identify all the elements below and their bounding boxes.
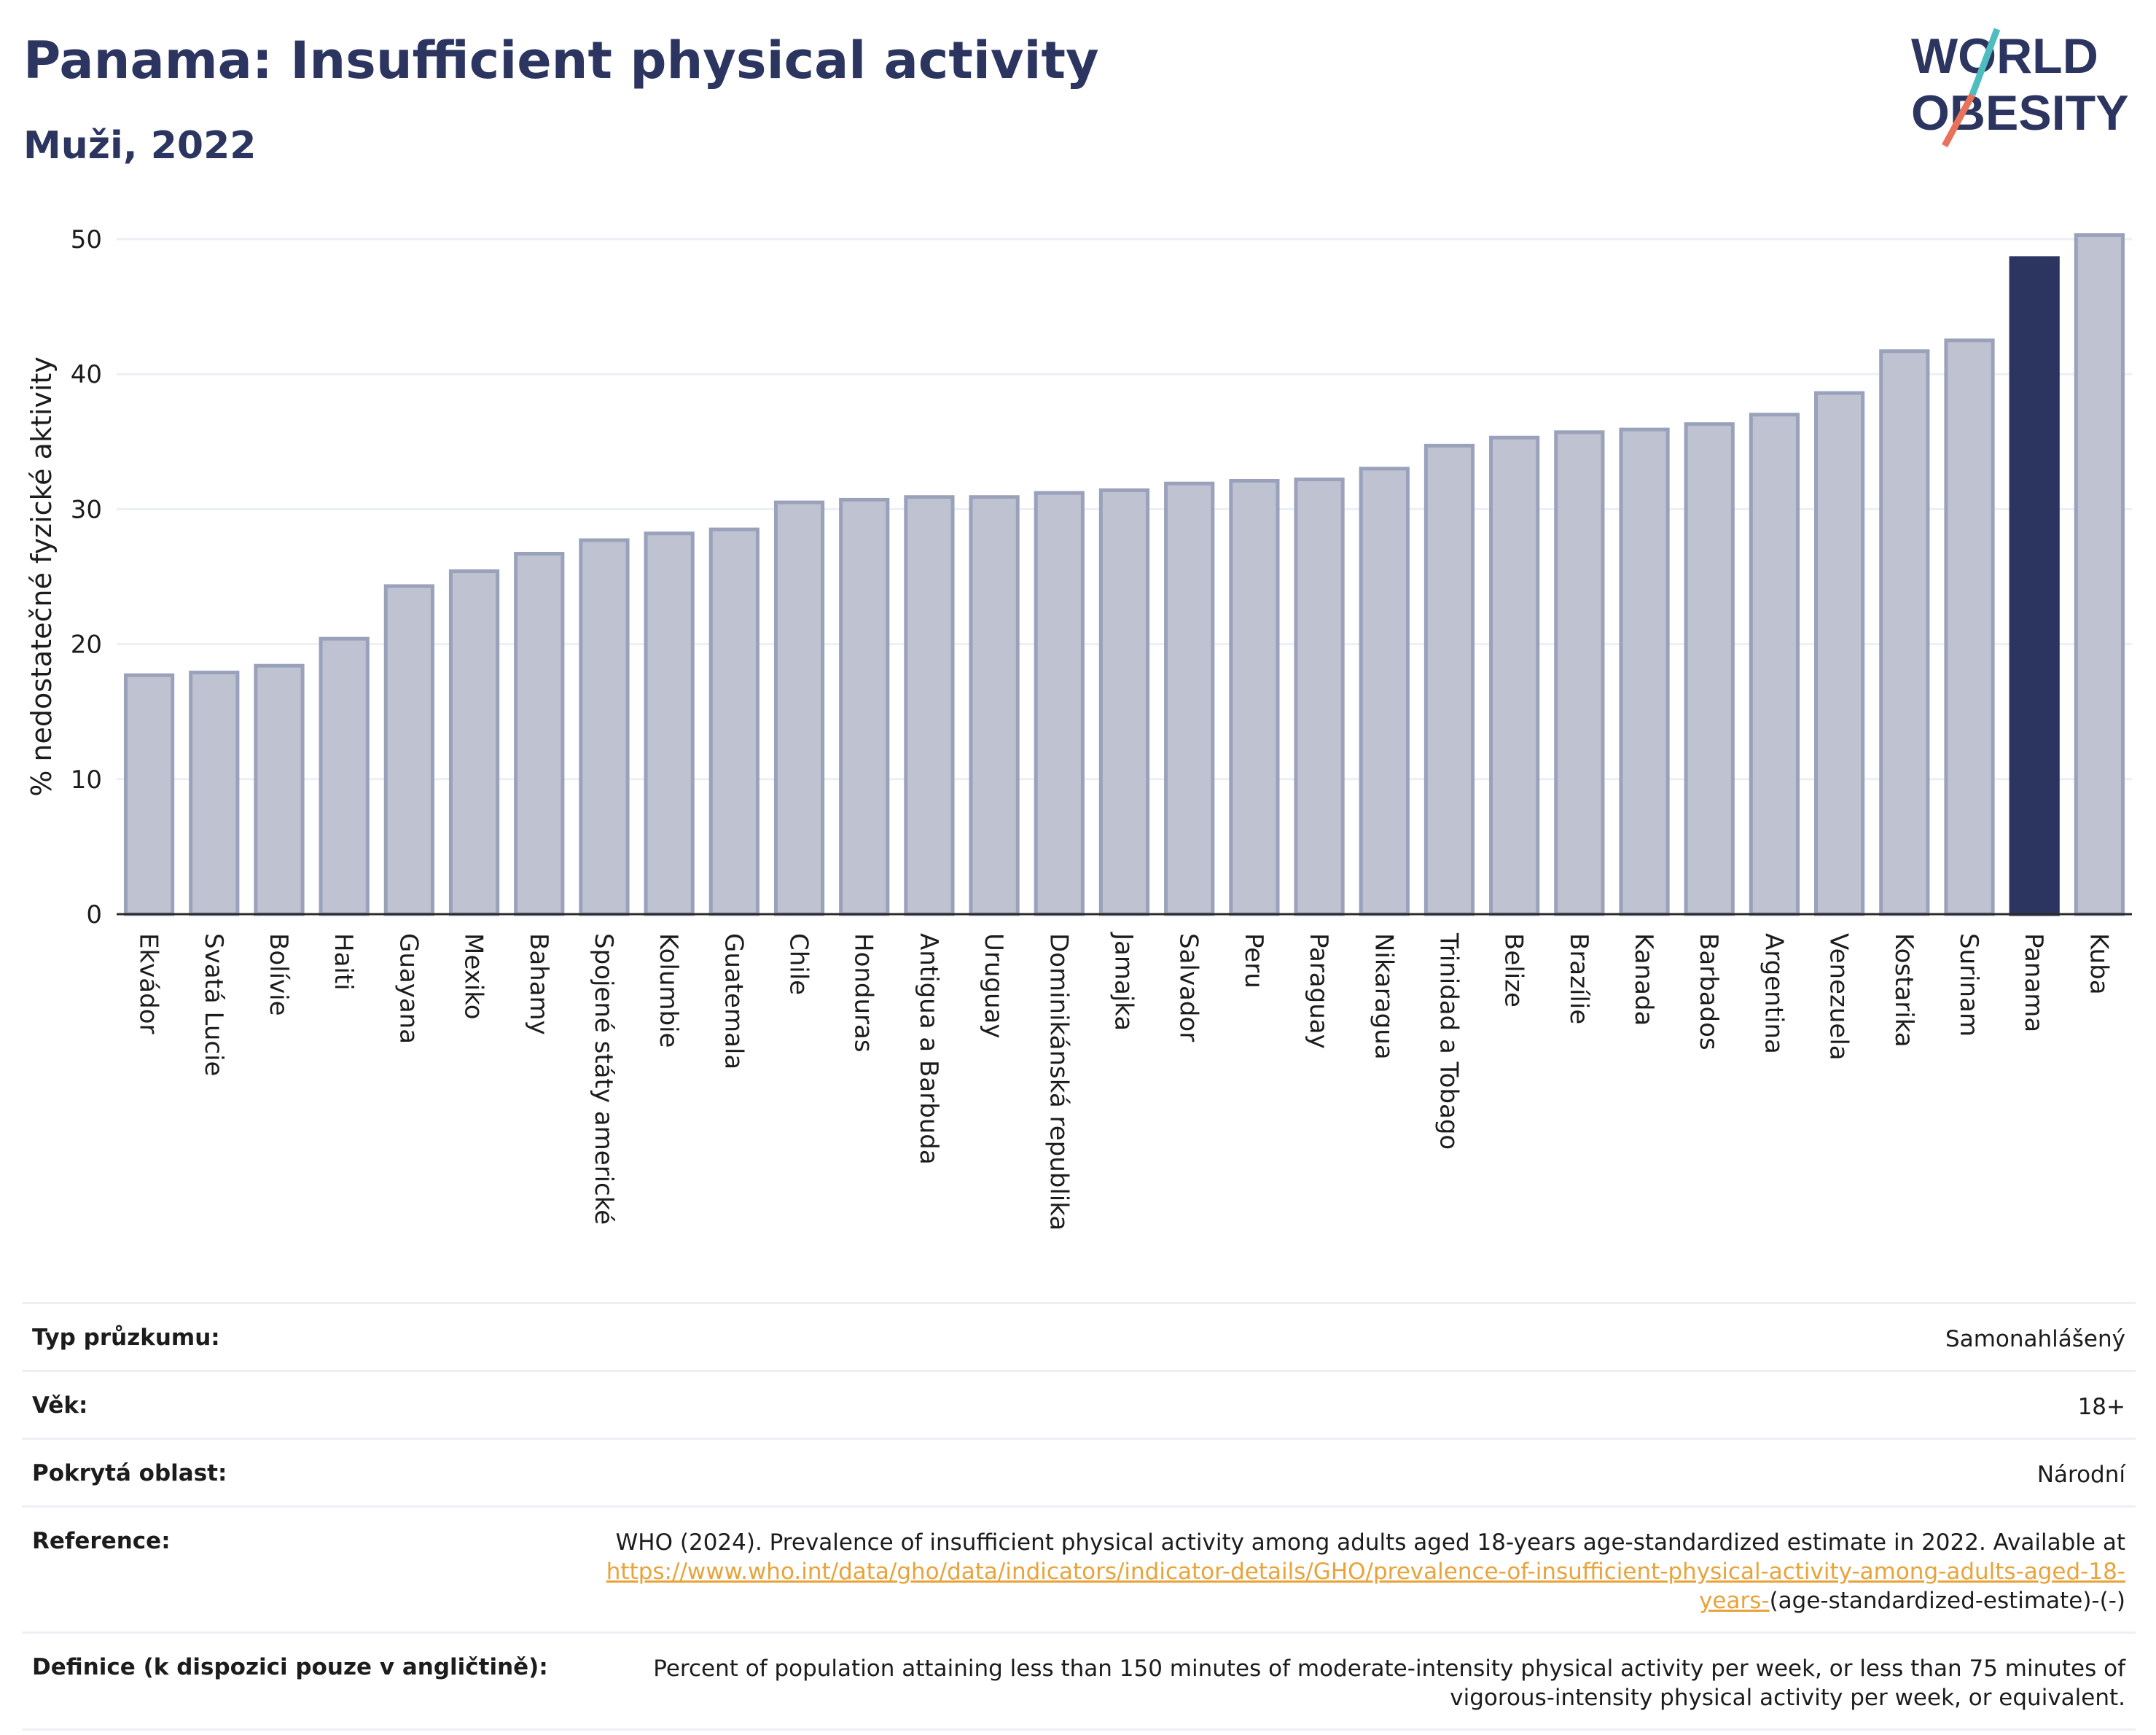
x-tick-label: Nikaragua [1369,933,1398,1060]
y-tick-label: 10 [71,765,102,795]
x-tick-label: Panama [2019,933,2048,1032]
x-tick-label: Spojené státy americké [589,933,618,1225]
y-tick-label: 40 [71,360,102,389]
x-tick-label: Jamajka [1109,932,1138,1031]
x-tick-label: Svatá Lucie [199,933,228,1076]
x-tick-label: Mexiko [459,933,488,1020]
bar [254,663,305,916]
info-row-definition: Definice (k dispozici pouze v angličtině… [22,1631,2136,1731]
reference-text: WHO (2024). Prevalence of insufficient p… [615,1529,2125,1556]
bar [1294,477,1345,916]
info-label: Věk: [32,1392,88,1419]
chart-title: Panama: Insufficient physical activity [23,31,1099,90]
x-tick-label: Guayana [394,933,423,1044]
bar [1229,479,1280,916]
x-tick-label: Trinidad a Tobago [1434,932,1463,1150]
x-tick-label: Uruguay [979,933,1008,1039]
x-tick-label: Ekvádor [134,933,163,1034]
bar [189,670,240,916]
x-tick-label: Guatemala [719,933,748,1069]
info-table: Typ průzkumu: Samonahlášený Věk: 18+ Pok… [22,1302,2136,1731]
bar [839,497,890,916]
bar [1164,481,1215,916]
bar [1814,391,1865,916]
x-tick-label: Belize [1499,933,1528,1007]
bar [1879,349,1930,916]
reference-link[interactable]: https://www.who.int/data/gho/data/indica… [606,1559,2125,1614]
chart-subtitle: Muži, 2022 [23,124,257,168]
y-tick-label: 30 [71,495,102,524]
x-tick-label: Haiti [329,933,358,991]
x-tick-label: Kanada [1629,933,1658,1026]
info-label: Reference: [32,1528,171,1554]
x-tick-label: Bolívie [264,933,293,1016]
bar [383,584,434,916]
y-tick-label: 0 [86,900,102,929]
info-value: Percent of population attaining less tha… [653,1656,2125,1711]
x-tick-label: Honduras [849,933,878,1053]
bar [1944,338,1995,916]
x-tick-label: Salvador [1174,933,1203,1042]
info-row-age: Věk: 18+ [22,1370,2136,1438]
x-tick-label: Kostarika [1889,933,1918,1048]
bar [514,552,565,916]
bar [1554,430,1605,916]
x-tick-label: Paraguay [1304,933,1333,1049]
y-tick-label: 20 [71,631,102,660]
info-label: Typ průzkumu: [32,1325,220,1351]
bar [1034,491,1085,916]
x-tick-label: Chile [784,933,813,995]
bar [773,500,825,916]
x-tick-label: Kolumbie [654,933,683,1048]
bar [2074,233,2125,916]
bar [2009,256,2060,916]
bar [644,531,695,916]
x-tick-label: Argentina [1759,933,1788,1054]
reference-suffix: (age-standardized-estimate)-(-) [1769,1588,2125,1614]
x-tick-label: Barbados [1694,933,1723,1050]
bar [1619,427,1670,916]
info-value: Samonahlášený [1945,1326,2125,1352]
bar-chart: 0 10 20 30 40 50 % nedostatečné fyzické aktivi… [26,225,2132,1231]
bar [1684,422,1735,916]
bar [579,538,630,916]
info-value: 18+ [2077,1394,2125,1420]
bar [448,569,500,916]
world-obesity-logo: WORLD OBESITY [1911,28,2129,148]
info-label: Definice (k dispozici pouze v angličtině… [32,1654,548,1680]
bar [1359,467,1410,916]
info-label: Pokrytá oblast: [32,1460,227,1486]
info-row-area: Pokrytá oblast: Národní [22,1438,2136,1505]
x-tick-label: Brazílie [1564,933,1593,1024]
bar [904,495,955,916]
svg-text:WORLD: WORLD [1911,28,2098,84]
x-tick-label: Surinam [1954,933,1983,1037]
info-value: WHO (2024). Prevalence of insufficient p… [536,1528,2125,1615]
x-tick-label: Dominikánská republika [1044,933,1073,1231]
info-row-reference: Reference: WHO (2024). Prevalence of ins… [22,1505,2136,1631]
x-tick-label: Antigua a Barbuda [914,933,943,1165]
x-tick-label: Peru [1239,933,1268,989]
info-value: Národní [2036,1462,2125,1488]
info-row-survey-type: Typ průzkumu: Samonahlášený [22,1302,2136,1370]
bar [1749,413,1800,916]
bar [1489,435,1540,916]
x-tick-label: Bahamy [524,933,553,1035]
bar [319,636,370,916]
bar [1098,488,1150,916]
y-tick-label: 50 [71,225,102,254]
bar [123,673,175,916]
bar [969,495,1020,916]
y-axis-label: % nedostatečné fyzické aktivity [26,356,58,797]
x-tick-label: Venezuela [1824,933,1854,1061]
bar [1423,443,1475,916]
svg-text:OBESITY: OBESITY [1911,85,2129,141]
x-tick-label: Kuba [2084,933,2113,995]
bar [708,527,759,916]
